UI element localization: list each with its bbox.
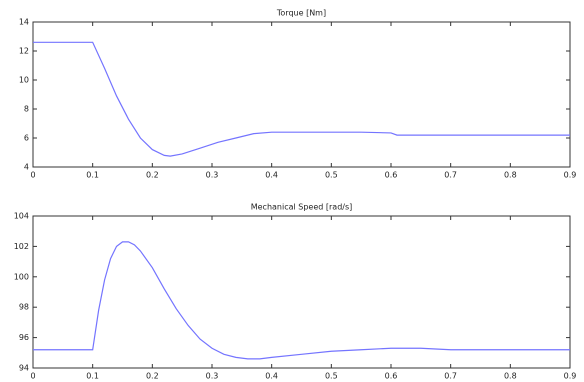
y-tick-label: 94: [19, 364, 29, 373]
chart-title: Mechanical Speed [rad/s]: [251, 203, 353, 212]
x-tick-label: 0.3: [206, 372, 219, 381]
y-tick-label: 14: [19, 18, 29, 27]
x-tick-label: 0.7: [444, 171, 457, 180]
x-tick-label: 0.2: [146, 372, 159, 381]
x-tick-label: 0: [30, 372, 35, 381]
x-tick-label: 0.5: [325, 372, 338, 381]
y-tick-label: 96: [19, 333, 29, 342]
x-tick-label: 0.4: [265, 372, 278, 381]
x-tick-label: 0.7: [444, 372, 457, 381]
x-tick-label: 0.9: [564, 171, 577, 180]
x-tick-label: 0.6: [385, 372, 398, 381]
plot-area: [32, 21, 571, 168]
y-tick-label: 8: [24, 105, 29, 114]
x-tick-label: 0.9: [564, 372, 577, 381]
x-tick-label: 0.1: [86, 372, 99, 381]
y-tick-label: 104: [14, 212, 29, 221]
x-tick-label: 0.5: [325, 171, 338, 180]
y-tick-label: 100: [14, 272, 29, 281]
x-tick-label: 0.4: [265, 171, 278, 180]
chart-title: Torque [Nm]: [276, 9, 326, 18]
line-series: [33, 41, 570, 157]
x-tick-label: 0.1: [86, 171, 99, 180]
x-tick-label: 0.6: [385, 171, 398, 180]
plot-area: [32, 215, 571, 369]
x-tick-label: 0.8: [504, 372, 517, 381]
x-tick-label: 0.3: [206, 171, 219, 180]
y-tick-label: 6: [24, 134, 29, 143]
y-tick-label: 12: [19, 47, 29, 56]
y-tick-label: 10: [19, 76, 29, 85]
y-tick-label: 98: [19, 303, 29, 312]
x-tick-label: 0.2: [146, 171, 159, 180]
line-series: [33, 241, 570, 360]
y-tick-label: 4: [24, 163, 29, 172]
x-tick-label: 0: [30, 171, 35, 180]
y-tick-label: 102: [14, 242, 29, 251]
x-tick-label: 0.8: [504, 171, 517, 180]
